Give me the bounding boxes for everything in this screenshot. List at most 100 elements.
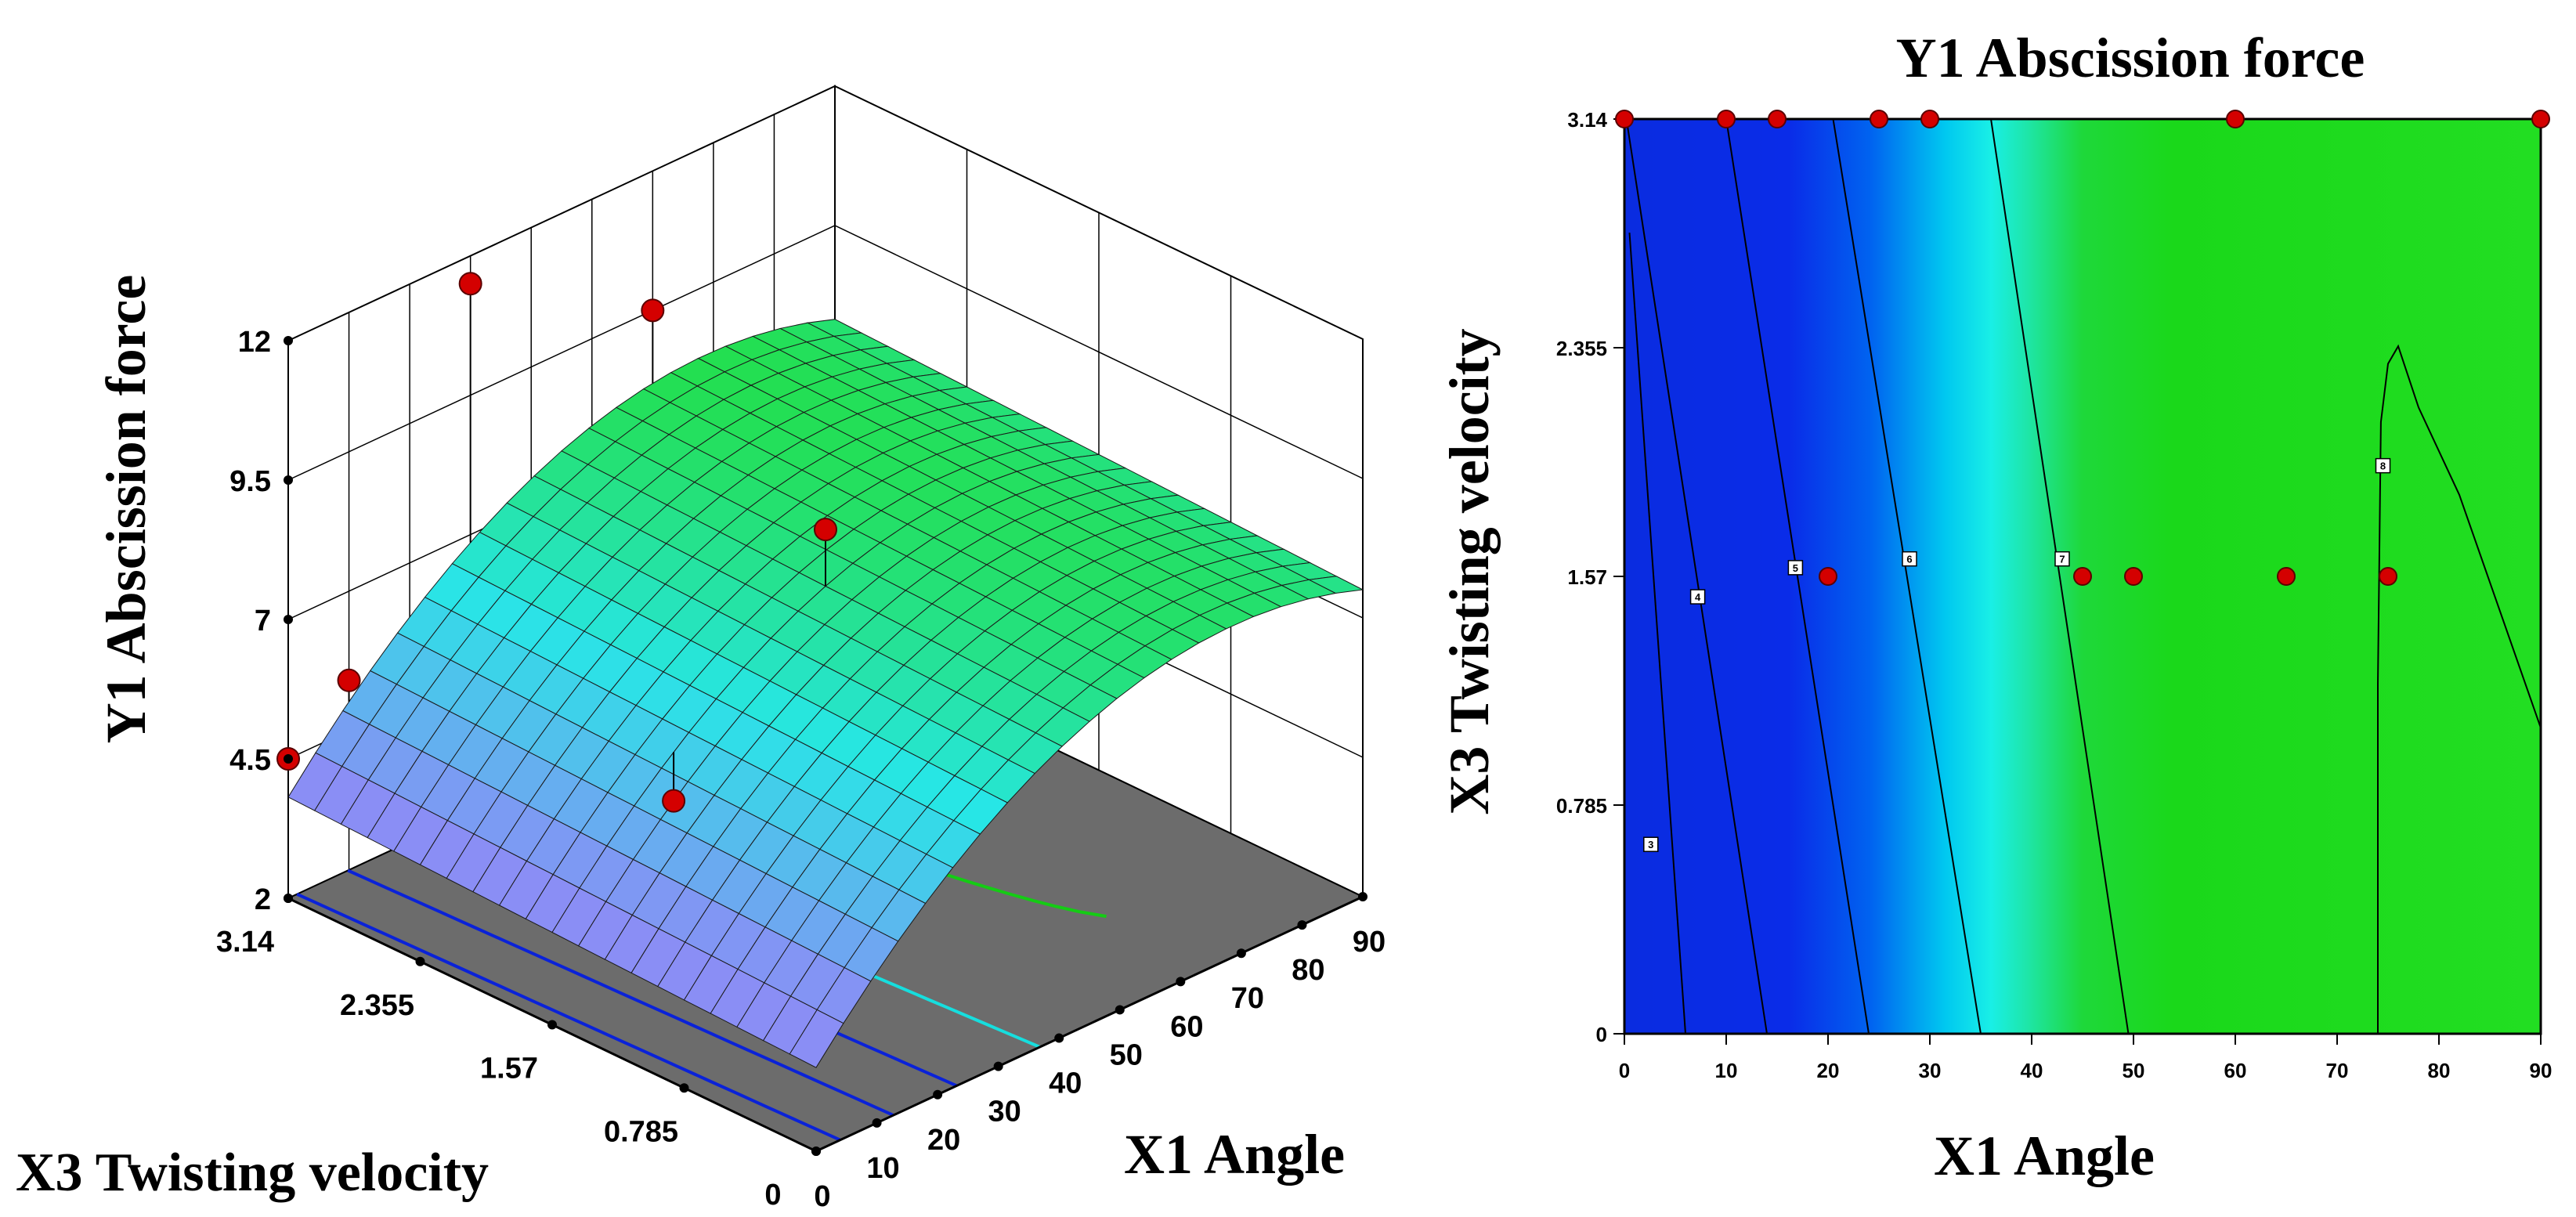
response-surface-mesh <box>287 319 1364 1068</box>
contour-line <box>1990 118 2130 1035</box>
y-tick-label: 7 <box>255 605 271 637</box>
contour-level-label: 6 <box>1906 554 1912 565</box>
contour-design-point <box>2073 567 2092 586</box>
contour-x-tick-label: 70 <box>2326 1059 2349 1082</box>
contour-line <box>1625 118 1768 1035</box>
contour-x-tick-label: 0 <box>1619 1059 1630 1082</box>
z-tick-label: 1.57 <box>480 1053 538 1085</box>
contour-chart: Y1 Abscission force 3 4 5 6 7 8 0 10 20 30 40 50 60… <box>1438 27 2552 1187</box>
floor-contour-line <box>296 892 841 1142</box>
x-tick-mark <box>933 1089 943 1100</box>
x-tick-label: 20 <box>927 1124 960 1157</box>
design-point <box>814 518 837 542</box>
contour-design-point <box>1870 110 1888 128</box>
contour-x-tick-label: 10 <box>1715 1059 1738 1082</box>
z-tick-mark <box>679 1083 689 1093</box>
contour-design-point <box>1920 110 1939 128</box>
y-tick-label: 4.5 <box>229 744 271 777</box>
contour-line <box>1628 233 1686 1035</box>
surface-tick-labels: 0 10 20 30 40 50 60 70 80 90 0 0.785 1.57 2.355 3.14 2 4… <box>216 326 1386 1213</box>
contour-y-tick-label: 1.57 <box>1567 565 1607 589</box>
z-tick-mark <box>547 1020 557 1030</box>
contour-y-tick-label: 2.355 <box>1556 337 1607 360</box>
z-tick-label: 2.355 <box>340 989 414 1022</box>
contour-x-tick-label: 20 <box>1817 1059 1840 1082</box>
x-tick-mark <box>1176 977 1186 987</box>
contour-level-box <box>2054 551 2070 567</box>
contour-y-tick-label: 0.785 <box>1556 794 1607 818</box>
y-tick-mark <box>284 336 293 345</box>
contour-design-point <box>1717 110 1736 128</box>
x-tick-label: 40 <box>1049 1067 1082 1100</box>
surface-chart: 0 10 20 30 40 50 60 70 80 90 0 0.785 1.57 2.355 3.14 2 4… <box>16 85 1386 1213</box>
z-tick-mark <box>811 1147 821 1156</box>
contour-level-box <box>1643 836 1659 852</box>
contour-design-point <box>1615 110 1634 128</box>
design-point <box>662 789 686 813</box>
x-tick-mark <box>1115 1005 1125 1015</box>
surface-x-axis-title: X1 Angle <box>1124 1123 1345 1186</box>
y-tick-label: 12 <box>238 326 271 359</box>
x-tick-label: 30 <box>988 1096 1021 1129</box>
z-tick-mark <box>415 956 425 966</box>
contour-design-point <box>2226 110 2245 128</box>
x-tick-label: 60 <box>1170 1010 1203 1043</box>
y-tick-label: 2 <box>255 883 271 916</box>
x-tick-label: 90 <box>1353 926 1386 959</box>
contour-design-point <box>2379 567 2397 586</box>
contour-design-points <box>1615 110 2550 586</box>
y-tick-mark <box>284 475 293 485</box>
contour-level-box <box>1787 560 1804 576</box>
z-tick-label: 3.14 <box>216 926 274 959</box>
contour-x-tick-label: 40 <box>2021 1059 2043 1082</box>
contour-x-tick-label: 60 <box>2224 1059 2247 1082</box>
design-point <box>641 298 665 323</box>
contour-lines <box>1625 118 2542 1035</box>
contour-level-label: 3 <box>1648 839 1653 850</box>
contour-y-axis-title: X3 Twisting velocity <box>1438 328 1501 814</box>
x-tick-mark <box>1297 920 1307 930</box>
floor-contour-line <box>347 869 894 1117</box>
contour-level-box <box>1902 551 1917 567</box>
surface-design-points <box>276 272 837 813</box>
contour-design-point <box>1819 567 1837 586</box>
x-tick-label: 80 <box>1292 954 1324 987</box>
contour-line <box>1832 118 1982 1035</box>
contour-level-label: 4 <box>1695 591 1701 603</box>
y-tick-mark <box>284 894 293 903</box>
x-tick-label: 50 <box>1110 1038 1143 1071</box>
contour-level-label: 5 <box>1793 562 1798 574</box>
contour-x-tick-label: 80 <box>2428 1059 2451 1082</box>
x-tick-mark <box>1236 948 1246 959</box>
design-point <box>458 272 482 296</box>
contour-line <box>2377 344 2542 1034</box>
x-tick-mark <box>993 1061 1003 1071</box>
surface-z-axis-title: X3 Twisting velocity <box>16 1143 489 1203</box>
surface-y-axis-title: Y1 Abscission force <box>95 275 157 744</box>
contour-design-point <box>1768 110 1787 128</box>
x-tick-label: 0 <box>814 1180 830 1213</box>
contour-y-tick-label: 0 <box>1596 1023 1607 1046</box>
contour-level-box <box>2375 457 2391 474</box>
z-tick-label: 0.785 <box>604 1115 678 1148</box>
floor-front-edge <box>815 895 1364 1153</box>
contour-x-axis-title: X1 Angle <box>1934 1125 2155 1187</box>
x-tick-mark <box>1054 1033 1064 1043</box>
contour-ticks: 0 10 20 30 40 50 60 70 80 90 0 0.785 1.57 2.355 3.14 <box>1556 108 2553 1082</box>
contour-level-box <box>1689 589 1706 605</box>
contour-x-tick-label: 90 <box>2530 1059 2553 1082</box>
design-point <box>337 668 361 692</box>
contour-design-point <box>2531 110 2550 128</box>
y-tick-mark <box>284 615 293 624</box>
contour-title: Y1 Abscission force <box>1896 27 2365 89</box>
contour-line <box>1725 118 1870 1035</box>
x-tick-mark <box>872 1118 882 1128</box>
contour-x-tick-label: 50 <box>2123 1059 2145 1082</box>
contour-design-point <box>2277 567 2296 586</box>
contour-level-labels: 3 4 5 6 7 8 <box>1643 457 2391 852</box>
contour-y-tick-label: 3.14 <box>1567 108 1607 132</box>
z-tick-label: 0 <box>764 1179 781 1212</box>
contour-level-label: 8 <box>2380 460 2386 472</box>
x-tick-label: 10 <box>866 1152 899 1185</box>
